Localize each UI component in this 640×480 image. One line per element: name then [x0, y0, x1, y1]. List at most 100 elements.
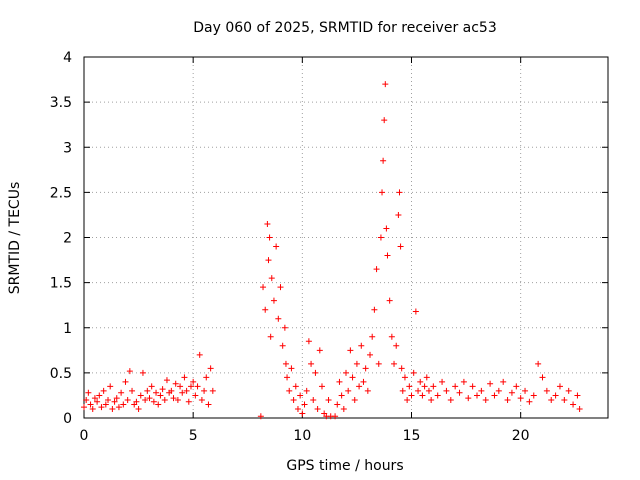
axis-ticks [83, 56, 608, 419]
data-point [194, 383, 201, 390]
data-point [94, 398, 101, 405]
y-tick-label: 3.5 [50, 95, 72, 111]
data-point [434, 392, 441, 399]
data-point [576, 405, 583, 412]
data-point [257, 413, 264, 420]
x-tick-label: 0 [80, 428, 89, 444]
y-tick-label: 1.5 [50, 276, 72, 292]
data-point [381, 117, 388, 124]
data-point [201, 387, 208, 394]
chart-title: Day 060 of 2025, SRMTID for receiver ac5… [193, 20, 497, 36]
data-point [305, 338, 312, 345]
data-point [495, 387, 502, 394]
data-point [375, 360, 382, 367]
data-point [543, 387, 550, 394]
data-point [570, 401, 577, 408]
data-point [279, 342, 286, 349]
data-point [81, 404, 87, 411]
data-point [410, 369, 417, 376]
data-point [157, 392, 164, 399]
data-point [419, 392, 426, 399]
data-point [423, 374, 430, 381]
data-point [345, 387, 352, 394]
data-point [113, 395, 120, 402]
data-point [452, 383, 459, 390]
data-point [144, 387, 151, 394]
data-point [205, 401, 212, 408]
data-point [340, 405, 347, 412]
x-tick-label: 20 [512, 428, 530, 444]
data-point [282, 360, 289, 367]
data-point [120, 401, 127, 408]
data-point [349, 374, 356, 381]
data-point [115, 404, 122, 411]
data-point [270, 297, 277, 304]
data-point [508, 389, 515, 396]
data-point [299, 410, 306, 417]
data-point [491, 392, 498, 399]
data-point [530, 392, 537, 399]
data-point [388, 333, 395, 340]
data-point [552, 392, 559, 399]
data-point [535, 360, 542, 367]
data-point [286, 387, 293, 394]
data-point [384, 252, 391, 259]
data-point [168, 387, 175, 394]
data-point [443, 387, 450, 394]
data-point [500, 378, 507, 385]
data-point [148, 383, 155, 390]
data-point [179, 389, 186, 396]
data-point [203, 374, 210, 381]
data-point [314, 405, 321, 412]
data-point [187, 383, 194, 390]
data-point [294, 405, 301, 412]
data-point [430, 383, 437, 390]
data-point [155, 401, 162, 408]
data-point [264, 220, 271, 227]
data-point [380, 157, 387, 164]
data-point [185, 398, 192, 405]
y-tick-labels: 0 0.5 1 1.5 2 2.5 3 3.5 4 [50, 50, 72, 427]
data-point [292, 383, 299, 390]
data-point [325, 396, 332, 403]
data-point [153, 389, 160, 396]
data-point [487, 380, 494, 387]
data-point [137, 392, 144, 399]
x-tick-label: 15 [403, 428, 421, 444]
data-point [209, 387, 216, 394]
data-point [146, 395, 153, 402]
data-point [91, 395, 98, 402]
data-point [181, 374, 188, 381]
data-point [316, 347, 323, 354]
data-point [556, 383, 563, 390]
data-point [102, 401, 109, 408]
data-point [360, 378, 367, 385]
data-point [474, 392, 480, 399]
data-point [393, 342, 400, 349]
data-point [277, 284, 284, 291]
y-axis-label: SRMTID / TECUs [7, 182, 23, 295]
data-point [377, 234, 384, 241]
data-point [109, 405, 116, 412]
data-point [456, 389, 463, 396]
data-point [96, 392, 103, 399]
data-point [111, 398, 118, 405]
data-point [89, 405, 96, 412]
data-point [460, 378, 467, 385]
data-point [133, 398, 140, 405]
data-point [183, 387, 190, 394]
x-tick-label: 10 [293, 428, 311, 444]
data-point [159, 386, 166, 393]
data-point [478, 387, 485, 394]
data-point [122, 378, 129, 385]
x-tick-labels: 0 5 10 15 20 [80, 428, 530, 444]
data-point [262, 306, 269, 313]
data-point [100, 387, 107, 394]
data-point [198, 396, 205, 403]
grid [84, 57, 608, 418]
y-tick-label: 4 [63, 50, 72, 66]
data-point [522, 387, 529, 394]
data-point [428, 396, 435, 403]
data-point [207, 365, 214, 372]
data-point [561, 396, 568, 403]
